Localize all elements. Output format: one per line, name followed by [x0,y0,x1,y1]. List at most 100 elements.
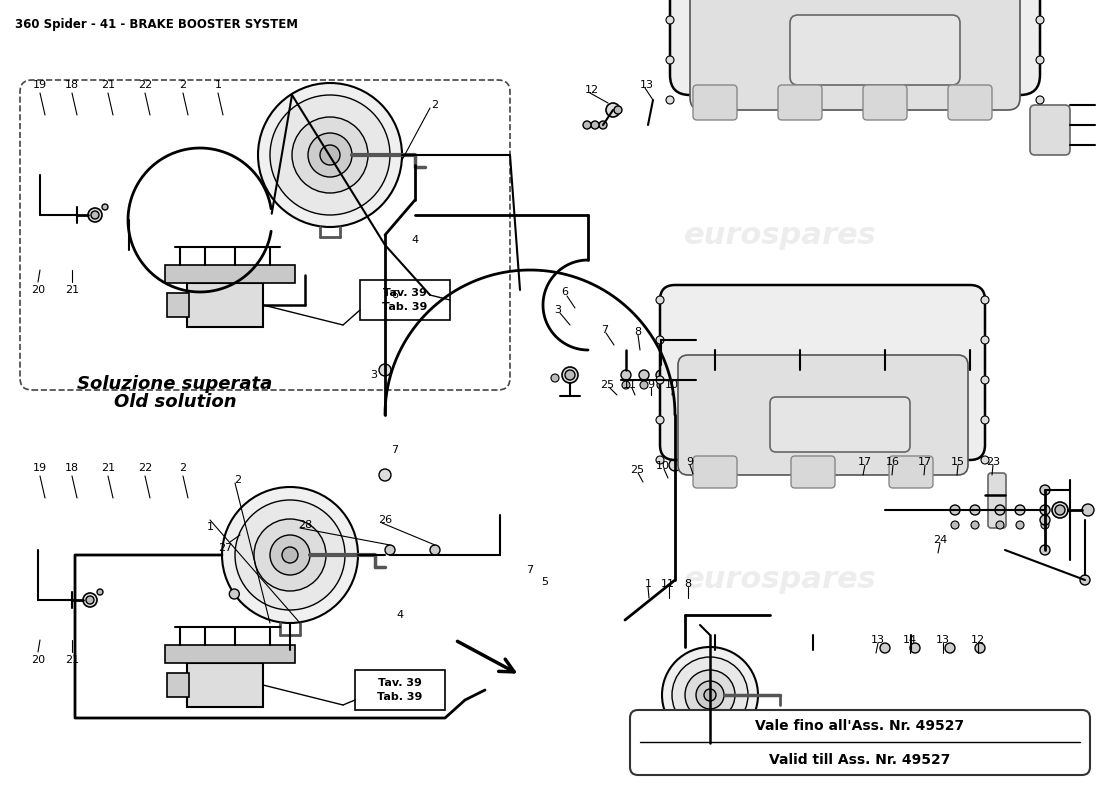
Circle shape [1080,575,1090,585]
Circle shape [562,367,578,383]
Text: 6: 6 [561,287,569,297]
FancyBboxPatch shape [693,456,737,488]
Text: 7: 7 [602,325,608,335]
Circle shape [981,296,989,304]
Circle shape [970,505,980,515]
Text: 3: 3 [371,370,377,380]
Text: 21: 21 [65,655,79,665]
Circle shape [583,121,591,129]
Circle shape [270,535,310,575]
Text: 1: 1 [207,522,213,532]
Text: 3: 3 [554,305,561,315]
Circle shape [685,670,735,720]
Text: 13: 13 [640,80,654,90]
Text: Soluzione superata: Soluzione superata [77,375,273,393]
Text: eurospares: eurospares [683,221,877,250]
Text: 4: 4 [396,610,404,620]
Circle shape [704,689,716,701]
Circle shape [666,96,674,104]
Circle shape [656,456,664,464]
Text: Vale fino all'Ass. Nr. 49527: Vale fino all'Ass. Nr. 49527 [756,719,965,733]
Text: 12: 12 [971,635,986,645]
Circle shape [565,370,575,380]
Text: 23: 23 [986,457,1000,467]
Circle shape [1036,56,1044,64]
Bar [165,645,295,663]
Circle shape [1040,515,1050,525]
Circle shape [600,121,607,129]
Circle shape [880,643,890,653]
Text: 13: 13 [871,635,886,645]
Circle shape [258,83,402,227]
Text: 9: 9 [686,457,694,467]
Text: Tav. 39
Tab. 39: Tav. 39 Tab. 39 [377,678,422,702]
Bar [167,293,189,317]
Text: 12: 12 [585,85,600,95]
Circle shape [662,647,758,743]
Bar [165,265,295,283]
Text: 10: 10 [656,461,670,471]
Text: 9: 9 [648,380,654,390]
Text: 25: 25 [630,465,645,475]
FancyBboxPatch shape [20,80,510,390]
Text: 11: 11 [661,579,675,589]
Circle shape [945,643,955,653]
Bar [167,673,189,697]
Circle shape [385,545,395,555]
Circle shape [1036,96,1044,104]
Circle shape [292,117,368,193]
Text: 14: 14 [903,635,917,645]
Text: 13: 13 [936,635,950,645]
Circle shape [996,521,1004,529]
Circle shape [666,16,674,24]
Circle shape [673,370,683,380]
Circle shape [86,596,94,604]
Text: 27: 27 [218,543,232,553]
Text: 19: 19 [33,80,47,90]
Text: 1: 1 [645,579,651,589]
Circle shape [640,381,648,389]
Text: 4: 4 [411,235,419,245]
Text: 20: 20 [31,285,45,295]
FancyBboxPatch shape [864,85,907,120]
Bar [355,670,446,710]
Circle shape [379,469,390,481]
Circle shape [666,56,674,64]
Circle shape [656,416,664,424]
Circle shape [379,364,390,376]
Circle shape [102,204,108,210]
Circle shape [981,336,989,344]
FancyBboxPatch shape [660,285,984,460]
Circle shape [656,370,666,380]
Text: 11: 11 [623,380,637,390]
Circle shape [696,681,724,709]
Circle shape [430,545,440,555]
FancyBboxPatch shape [988,473,1007,528]
Circle shape [1015,505,1025,515]
Text: 21: 21 [101,80,116,90]
Circle shape [971,521,979,529]
Text: 360 Spider - 41 - BRAKE BOOSTER SYSTEM: 360 Spider - 41 - BRAKE BOOSTER SYSTEM [15,18,298,31]
Circle shape [235,500,345,610]
Text: 22: 22 [138,463,152,473]
FancyBboxPatch shape [678,355,968,475]
FancyBboxPatch shape [948,85,992,120]
Circle shape [910,643,920,653]
Circle shape [551,374,559,382]
Text: 8: 8 [684,579,692,589]
Circle shape [1041,521,1049,529]
Text: 17: 17 [917,457,932,467]
Text: 24: 24 [933,535,947,545]
Circle shape [614,106,622,114]
Circle shape [229,589,240,599]
Text: 1: 1 [214,80,221,90]
Text: Tav. 39
Tab. 39: Tav. 39 Tab. 39 [383,288,428,312]
Circle shape [591,121,600,129]
FancyBboxPatch shape [791,456,835,488]
Circle shape [621,370,631,380]
Circle shape [621,381,630,389]
Text: 2: 2 [179,463,187,473]
Text: 15: 15 [952,457,965,467]
Circle shape [656,336,664,344]
Text: 2: 2 [179,80,187,90]
